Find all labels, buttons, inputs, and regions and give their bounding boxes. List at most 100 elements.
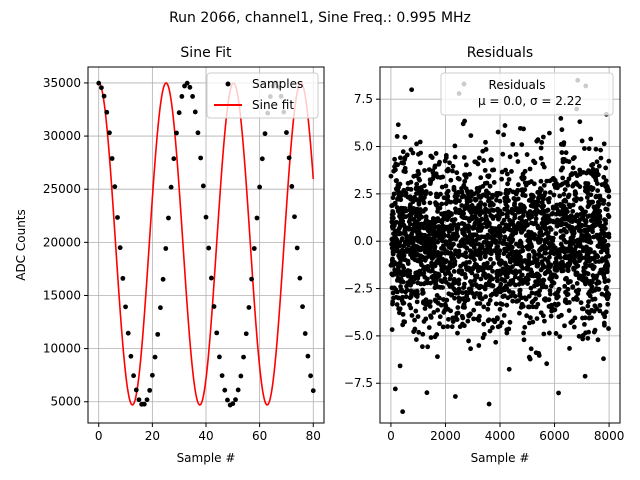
- residual-point: [547, 288, 553, 294]
- residual-point: [407, 217, 413, 222]
- residual-point: [573, 244, 579, 250]
- residual-point: [577, 212, 583, 217]
- residual-point: [488, 256, 493, 262]
- residual-point: [466, 290, 471, 296]
- residual-point: [555, 252, 561, 258]
- residual-point: [596, 163, 602, 169]
- residual-point: [419, 344, 425, 350]
- residual-point: [395, 122, 401, 128]
- residual-point: [593, 259, 599, 264]
- residual-point: [412, 326, 418, 332]
- residual-point: [413, 308, 419, 314]
- residual-point: [527, 356, 533, 362]
- residual-point: [538, 178, 544, 184]
- residual-point: [522, 187, 528, 193]
- residual-point: [396, 195, 402, 201]
- residual-point: [498, 191, 503, 197]
- residual-point: [393, 167, 398, 173]
- residual-point: [494, 193, 500, 199]
- residual-point: [589, 279, 595, 285]
- residual-point: [396, 226, 402, 232]
- residual-point: [448, 177, 454, 183]
- residual-point: [606, 326, 611, 331]
- residuals-title: Residuals: [467, 45, 533, 61]
- residual-point: [565, 280, 571, 285]
- residual-point: [408, 233, 414, 239]
- residual-point: [570, 285, 576, 290]
- residual-point: [490, 276, 495, 282]
- residual-point: [558, 260, 564, 265]
- sample-point: [195, 130, 201, 136]
- legend-fit-label: Sine fit: [252, 98, 294, 112]
- residual-point: [603, 217, 609, 223]
- residual-point: [597, 302, 603, 308]
- residual-point: [461, 215, 466, 220]
- residual-point: [557, 247, 563, 252]
- legend-residuals-marker: [461, 81, 467, 87]
- residual-point: [528, 315, 533, 321]
- residual-point: [542, 239, 548, 245]
- residual-point: [421, 319, 427, 324]
- sample-point: [120, 275, 126, 281]
- residual-point: [517, 205, 523, 211]
- residual-point: [539, 284, 545, 290]
- residual-point: [400, 211, 405, 217]
- residual-point: [594, 306, 599, 312]
- residual-point: [461, 155, 467, 160]
- residual-point: [491, 180, 497, 185]
- residual-point: [433, 151, 439, 156]
- residual-point: [427, 246, 433, 251]
- residual-point: [464, 236, 470, 241]
- residual-point: [510, 141, 516, 147]
- residual-point: [556, 286, 562, 292]
- residual-point: [519, 260, 524, 266]
- residual-point: [418, 239, 424, 245]
- residual-point: [540, 224, 546, 230]
- residual-point: [489, 157, 494, 163]
- residual-point: [469, 270, 475, 276]
- residual-point: [441, 224, 447, 230]
- residuals-xlabel: Sample #: [471, 451, 530, 465]
- residual-point: [537, 232, 543, 238]
- residual-point: [529, 290, 535, 296]
- residual-point: [483, 188, 489, 194]
- residual-point: [574, 173, 580, 179]
- residual-point: [494, 213, 500, 219]
- sample-point: [230, 401, 236, 407]
- sample-point: [179, 94, 185, 99]
- residual-point: [489, 230, 495, 236]
- residual-point: [589, 315, 594, 321]
- residual-point: [582, 146, 587, 151]
- residual-point: [597, 193, 603, 199]
- residual-point: [420, 331, 426, 337]
- residual-point: [403, 294, 409, 300]
- residual-point: [462, 118, 468, 124]
- sample-point: [128, 353, 134, 359]
- residual-point: [434, 250, 439, 256]
- residual-point: [565, 268, 571, 274]
- residual-point: [418, 223, 424, 229]
- sample-point: [141, 401, 147, 407]
- residual-point: [421, 266, 426, 272]
- sample-point: [254, 215, 260, 221]
- residuals-plot-area: [388, 77, 612, 415]
- residual-point: [434, 293, 440, 298]
- residual-point: [476, 224, 482, 229]
- residual-point: [394, 178, 399, 183]
- residual-point: [598, 155, 604, 161]
- residual-point: [517, 269, 523, 274]
- residual-point: [476, 317, 482, 323]
- sine-fit-ytick-label: 35000: [43, 76, 81, 90]
- residual-point: [390, 256, 395, 262]
- residual-point: [402, 165, 408, 171]
- residual-point: [426, 299, 432, 305]
- residual-point: [505, 265, 510, 271]
- residual-point: [456, 222, 461, 227]
- residual-point: [514, 189, 520, 194]
- residual-point: [420, 244, 426, 250]
- residual-point: [432, 163, 438, 169]
- residual-point: [445, 324, 451, 329]
- residual-point: [595, 188, 601, 194]
- residual-point: [451, 256, 457, 262]
- sample-point: [284, 130, 289, 135]
